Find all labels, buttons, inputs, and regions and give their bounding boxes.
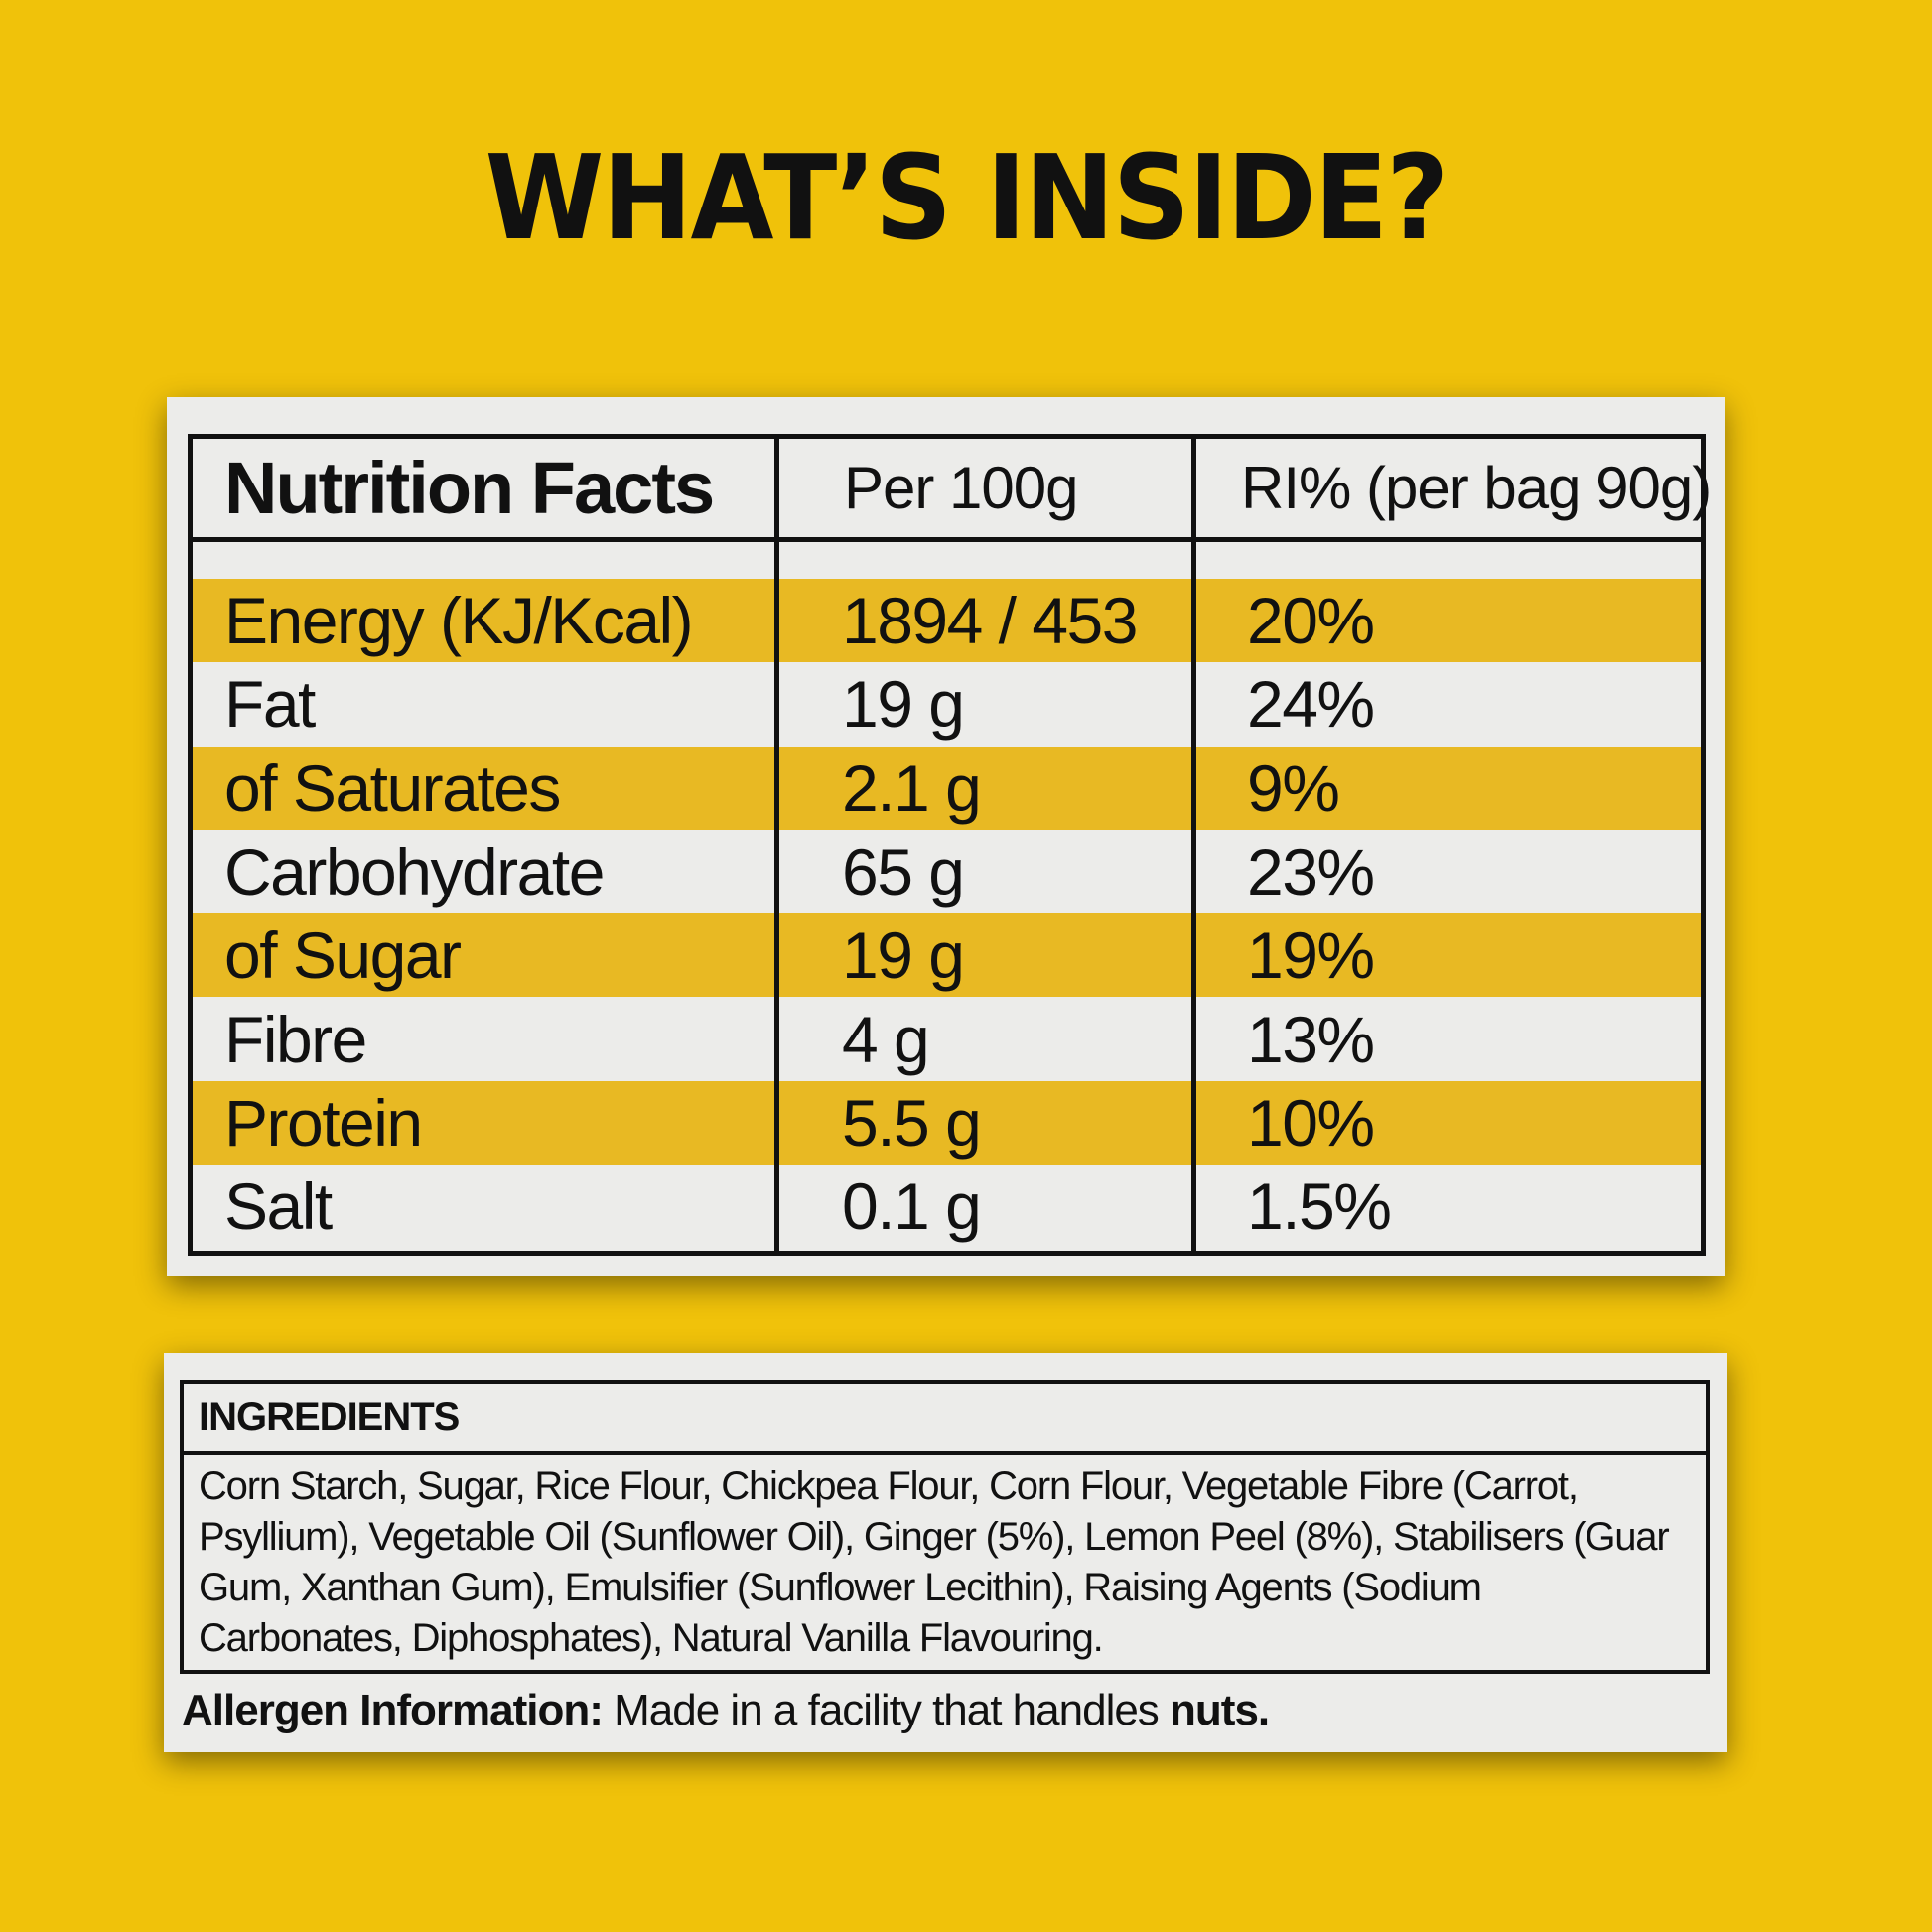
nutrient-value: 20%: [1247, 584, 1375, 657]
column-heading: RI% (per bag 90g): [1241, 455, 1712, 521]
nutrient-name: Salt: [224, 1170, 333, 1244]
nutrient-name: Fat: [224, 667, 316, 742]
ingredients-divider: [180, 1451, 1710, 1455]
row-highlight: [193, 913, 1701, 998]
row-highlight: [193, 746, 1701, 830]
nutrient-value: 0.1 g: [842, 1170, 982, 1244]
allergen-emphasis: nuts.: [1170, 1686, 1270, 1734]
nutrient-name: Fibre: [224, 1002, 367, 1076]
nutrient-value: 19 g: [842, 918, 965, 993]
allergen-text: Made in a facility that handles: [614, 1686, 1160, 1734]
ingredients-text: Corn Starch, Sugar, Rice Flour, Chickpea…: [199, 1464, 1670, 1660]
nutrient-name: Carbohydrate: [224, 834, 605, 908]
nutrient-value: 4 g: [842, 1002, 930, 1076]
row-highlight: [193, 1080, 1701, 1165]
nutrient-value: 10%: [1247, 1085, 1375, 1160]
column-divider: [774, 434, 779, 1256]
nutrient-name: Protein: [224, 1085, 423, 1160]
nutrient-name: of Sugar: [224, 918, 462, 993]
table-heading: Nutrition Facts: [224, 447, 715, 529]
nutrient-value: 13%: [1247, 1002, 1375, 1076]
column-divider: [1191, 434, 1196, 1256]
nutrient-value: 1894 / 453: [842, 584, 1138, 657]
nutrient-value: 1.5%: [1247, 1170, 1392, 1244]
ingredients-border: [180, 1380, 1710, 1674]
row-highlight: [193, 579, 1701, 662]
ingredients-card: [164, 1353, 1727, 1752]
nutrient-value: 24%: [1247, 667, 1375, 742]
header-divider: [188, 537, 1706, 542]
nutrient-value: 9%: [1247, 751, 1340, 825]
column-heading: Per 100g: [844, 455, 1079, 521]
nutrient-value: 19 g: [842, 667, 965, 742]
nutrition-table-border: [188, 434, 1706, 1256]
nutrient-value: 5.5 g: [842, 1085, 982, 1160]
allergen-label: Allergen Information:: [182, 1686, 604, 1734]
allergen-info: Allergen Information: Made in a facility…: [182, 1686, 1270, 1735]
page-title: WHAT’S INSIDE?: [484, 129, 1449, 266]
nutrient-name: Energy (KJ/Kcal): [224, 584, 694, 657]
nutrient-value: 19%: [1247, 918, 1375, 993]
nutrient-value: 65 g: [842, 834, 965, 908]
nutrient-name: of Saturates: [224, 751, 561, 825]
nutrient-value: 2.1 g: [842, 751, 982, 825]
ingredients-title: INGREDIENTS: [199, 1395, 460, 1439]
nutrient-value: 23%: [1247, 834, 1375, 908]
